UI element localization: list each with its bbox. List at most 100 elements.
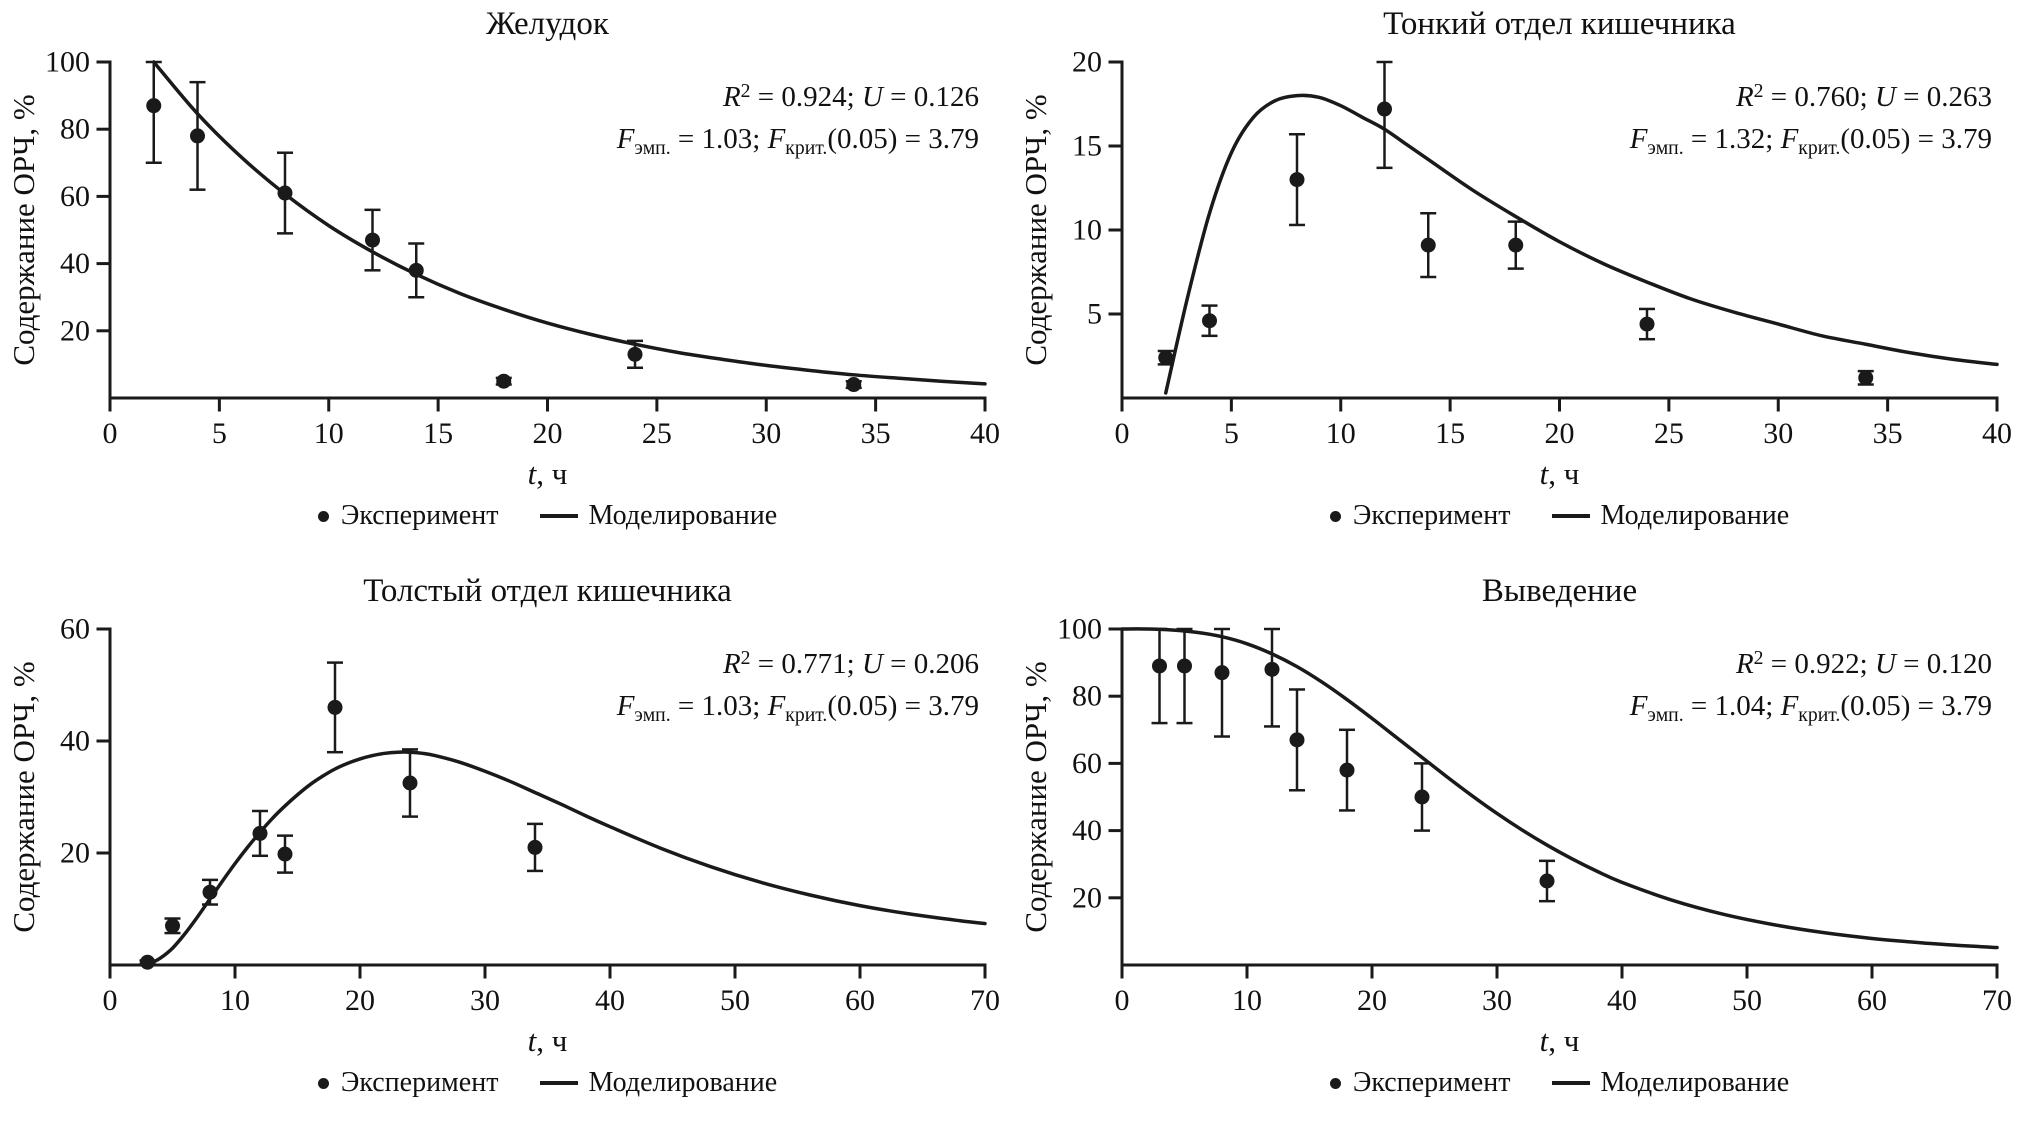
experiment-dot-icon	[1329, 510, 1341, 522]
text-segment: t	[1539, 456, 1549, 491]
text-segment: F	[1780, 690, 1799, 722]
text-segment: = 0.922;	[1763, 648, 1875, 680]
error-bar	[1176, 627, 1193, 725]
model-curve	[1164, 93, 1999, 395]
x-tick-label: 70	[970, 984, 1000, 1017]
stats-line: Fэмп. = 1.32; Fкрит.(0.05) = 3.79	[1630, 118, 1992, 169]
x-tick-label: 5	[1224, 417, 1239, 450]
x-tick-label: 10	[1326, 417, 1356, 450]
y-tick-label: 10	[1072, 214, 1102, 247]
stats-line: Fэмп. = 1.03; Fкрит.(0.05) = 3.79	[617, 685, 979, 736]
text-segment: , ч	[536, 1023, 568, 1058]
x-tick-label: 35	[1873, 417, 1903, 450]
text-segment: 2	[740, 80, 751, 102]
text-segment: t	[527, 456, 537, 491]
x-tick-label: 0	[1115, 984, 1130, 1017]
data-point	[1214, 665, 1230, 681]
data-point	[277, 846, 293, 862]
text-segment: эмп.	[634, 137, 671, 159]
legend-model-label: Моделирование	[588, 1067, 778, 1098]
text-segment: U	[861, 648, 883, 680]
data-point	[1158, 350, 1174, 366]
x-axis-label: t, ч	[1122, 1023, 1997, 1059]
text-segment: эмп.	[1647, 704, 1684, 726]
chart-title: Тонкий отдел кишечника	[1383, 6, 1736, 42]
data-point	[146, 98, 162, 114]
data-point	[165, 918, 180, 934]
data-point	[1858, 370, 1874, 386]
text-segment: (0.05) = 3.79	[1840, 690, 1992, 722]
y-tick-label: 20	[1072, 46, 1102, 79]
model-line-icon	[1552, 514, 1591, 518]
x-tick-label: 60	[845, 984, 875, 1017]
x-tick-label: 40	[970, 417, 1000, 450]
x-tick-label: 30	[751, 417, 781, 450]
x-tick-label: 20	[1545, 417, 1575, 450]
x-tick-label: 60	[1857, 984, 1887, 1017]
data-point	[496, 373, 512, 389]
x-tick-label: 30	[1763, 417, 1793, 450]
y-tick-label: 100	[45, 46, 90, 79]
stats-block: R2 = 0.760; U = 0.263 Fэмп. = 1.32; Fкрит…	[1630, 70, 1992, 169]
text-segment: = 0.126	[882, 81, 979, 113]
stats-line: R2 = 0.924; U = 0.126	[617, 70, 979, 118]
legend: Эксперимент Моделирование	[110, 1067, 985, 1099]
text-segment: = 1.32;	[1683, 123, 1781, 155]
text-segment: F	[616, 123, 635, 155]
data-point	[1339, 762, 1355, 778]
data-point	[402, 775, 418, 791]
y-tick-label: 20	[1072, 881, 1102, 914]
text-segment: U	[861, 81, 883, 113]
text-segment: = 0.120	[1895, 648, 1992, 680]
y-tick-label: 80	[60, 113, 90, 146]
text-segment: R	[1735, 648, 1754, 680]
text-segment: U	[1874, 648, 1896, 680]
text-segment: крит.	[785, 704, 828, 726]
x-tick-label: 40	[595, 984, 625, 1017]
legend-model-label: Моделирование	[1600, 1067, 1790, 1098]
legend-model-label: Моделирование	[1600, 500, 1790, 531]
data-point	[1152, 658, 1167, 674]
x-tick-label: 30	[470, 984, 500, 1017]
error-bar	[1151, 627, 1168, 725]
y-tick-label: 40	[60, 725, 90, 758]
x-tick-label: 70	[1982, 984, 2012, 1017]
text-segment: = 0.771;	[750, 648, 862, 680]
y-tick-label: 60	[60, 613, 90, 646]
text-segment: F	[767, 123, 786, 155]
stats-block: R2 = 0.924; U = 0.126 Fэмп. = 1.03; Fкрит…	[617, 70, 979, 169]
x-tick-label: 20	[533, 417, 563, 450]
text-segment: = 0.924;	[750, 81, 862, 113]
x-tick-label: 15	[1435, 417, 1465, 450]
text-segment: R	[722, 648, 741, 680]
x-tick-label: 0	[1115, 417, 1130, 450]
text-segment: крит.	[1798, 137, 1841, 159]
x-tick-label: 20	[345, 984, 375, 1017]
stats-line: Fэмп. = 1.03; Fкрит.(0.05) = 3.79	[617, 118, 979, 169]
x-tick-label: 50	[720, 984, 750, 1017]
legend-experiment-label: Эксперимент	[340, 500, 499, 531]
error-bar	[1214, 627, 1230, 738]
text-segment: t	[527, 1023, 537, 1058]
text-segment: 2	[1753, 647, 1764, 669]
chart-panel-3: 0 10 20 30 40 50 60 70 20 40 60 Содержание ОРЧ, % То…	[0, 567, 1012, 1134]
data-point	[527, 839, 543, 855]
text-segment: = 0.206	[882, 648, 979, 680]
text-segment: = 1.03;	[670, 690, 768, 722]
chart-title: Выведение	[1481, 573, 1638, 609]
stats-block: R2 = 0.771; U = 0.206 Fэмп. = 1.03; Fкрит…	[617, 637, 979, 736]
text-segment: t	[1539, 1023, 1549, 1058]
data-point	[1508, 237, 1524, 253]
x-tick-label: 10	[220, 984, 250, 1017]
legend: Эксперимент Моделирование	[110, 500, 985, 532]
data-point	[1377, 101, 1392, 117]
x-axis-label: t, ч	[1122, 456, 1997, 492]
data-point	[846, 377, 862, 393]
data-point	[1289, 172, 1305, 188]
stats-block: R2 = 0.922; U = 0.120 Fэмп. = 1.04; Fкрит…	[1630, 637, 1992, 736]
legend-experiment-label: Эксперимент	[1352, 1067, 1511, 1098]
text-segment: эмп.	[1647, 137, 1684, 159]
x-tick-label: 25	[642, 417, 672, 450]
